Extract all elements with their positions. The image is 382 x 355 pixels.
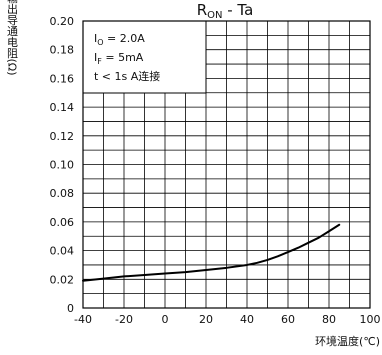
series-layer bbox=[82, 223, 341, 282]
y-tick-label: 0.16 bbox=[50, 72, 75, 85]
condition-line-1: IO = 2.0A bbox=[94, 32, 145, 47]
y-tick-label: 0.14 bbox=[50, 101, 75, 114]
x-tick-label: 20 bbox=[199, 313, 213, 326]
condition-line-3: t < 1s A连接 bbox=[94, 70, 160, 83]
y-tick-label: 0.10 bbox=[50, 159, 75, 172]
y-tick-label: 0 bbox=[67, 302, 74, 315]
y-tick-label: 0.04 bbox=[50, 245, 75, 258]
y-tick-label: 0.18 bbox=[50, 44, 75, 57]
x-tick-label: 0 bbox=[162, 313, 169, 326]
y-tick-label: 0.06 bbox=[50, 216, 75, 229]
x-axis-label: 环境温度(℃) bbox=[315, 334, 380, 348]
series-line bbox=[82, 223, 341, 282]
y-tick-labels: 0 0.02 0.04 0.06 0.08 0.10 0.12 0.14 0.16 0.18 0.2… bbox=[50, 15, 75, 315]
conditions-box-frame bbox=[82, 20, 207, 94]
y-tick-label: 0.08 bbox=[50, 187, 75, 200]
x-tick-label: 60 bbox=[281, 313, 295, 326]
x-tick-labels: -40 -20 0 20 40 60 80 100 bbox=[74, 313, 380, 326]
x-tick-label: 80 bbox=[322, 313, 336, 326]
y-tick-label: 0.02 bbox=[50, 273, 75, 286]
y-tick-label: 0.20 bbox=[50, 15, 75, 28]
x-tick-label: -40 bbox=[74, 313, 92, 326]
chart-title: RON - Ta bbox=[197, 1, 254, 21]
y-tick-label: 0.12 bbox=[50, 130, 75, 143]
x-tick-label: -20 bbox=[115, 313, 133, 326]
x-tick-label: 40 bbox=[240, 313, 254, 326]
plot-frame bbox=[82, 20, 371, 309]
conditions-box: IO = 2.0A IF = 5mA t < 1s A连接 bbox=[82, 20, 207, 94]
x-tick-label: 100 bbox=[360, 313, 381, 326]
y-axis-label: 输出导通电阻(Ω) bbox=[6, 0, 19, 76]
condition-line-2: IF = 5mA bbox=[94, 51, 144, 66]
